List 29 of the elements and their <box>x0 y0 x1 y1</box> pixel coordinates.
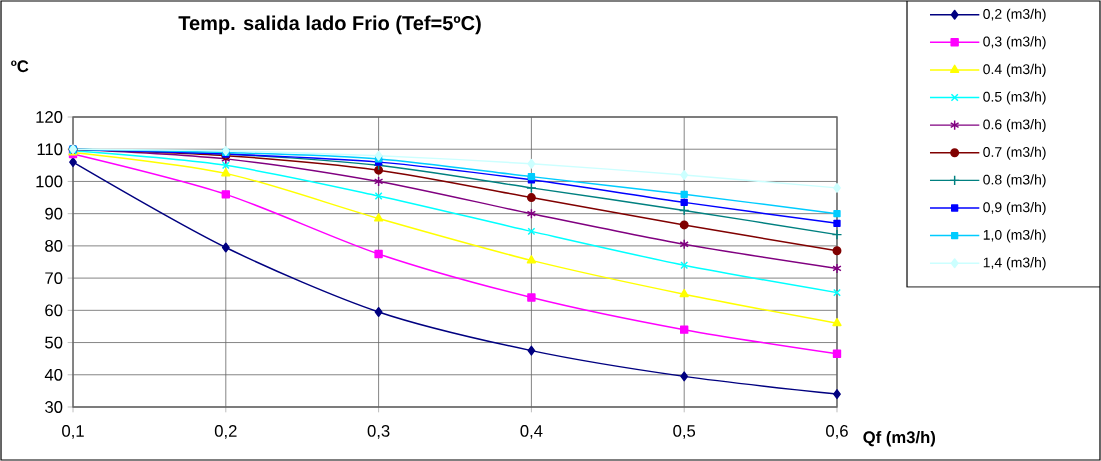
legend-label: 0,9 (m3/h) <box>983 201 1046 215</box>
legend-label: 1,4 (m3/h) <box>983 257 1046 271</box>
y-tick-label: 60 <box>45 304 63 317</box>
y-tick-label: 120 <box>36 111 63 123</box>
y-axis-title: ºC <box>11 60 29 73</box>
x-tick-label: 0,3 <box>367 425 390 439</box>
chart-title: Temp. salida lado Frio (Tef=5ºC) <box>178 15 481 35</box>
y-tick-label: 50 <box>45 336 63 349</box>
x-tick-label: 0,2 <box>214 425 237 439</box>
legend-label: 0.6 (m3/h) <box>983 119 1046 133</box>
x-tick-label: 0,1 <box>62 425 84 439</box>
x-axis-title: Qf (m3/h) <box>863 430 936 447</box>
x-tick-label: 0,6 <box>826 425 848 439</box>
legend-label: 0.5 (m3/h) <box>983 91 1046 105</box>
x-tick-label: 0,5 <box>673 425 696 439</box>
y-tick-label: 110 <box>37 143 63 156</box>
legend-label: 0.7 (m3/h) <box>983 146 1046 160</box>
y-tick-label: 70 <box>45 272 63 285</box>
y-tick-label: 90 <box>45 207 63 220</box>
y-tick-label: 30 <box>45 401 63 413</box>
legend-label: 0.4 (m3/h) <box>983 63 1046 77</box>
legend-label: 0,2 (m3/h) <box>983 8 1046 22</box>
legend-label: 0,3 (m3/h) <box>983 36 1046 50</box>
legend-label: 1,0 (m3/h) <box>983 229 1046 243</box>
legend-label: 0.8 (m3/h) <box>983 174 1046 188</box>
y-tick-label: 40 <box>44 368 63 381</box>
y-tick-label: 80 <box>45 240 63 252</box>
y-tick-label: 100 <box>36 175 63 188</box>
x-tick-label: 0,4 <box>520 425 543 439</box>
